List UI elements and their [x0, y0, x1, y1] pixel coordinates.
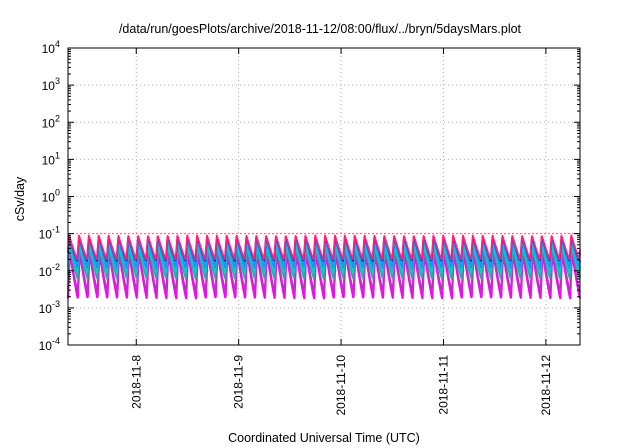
y-axis-label: cSv/day: [13, 176, 27, 221]
y-tick-label: 100: [42, 188, 60, 205]
x-tick-label: 2018-11-10: [334, 355, 348, 416]
series-line: [67, 234, 581, 261]
tick-marks: [68, 47, 580, 346]
x-tick-label: 2018-11-9: [232, 355, 246, 409]
x-tick-label: 2018-11-11: [436, 355, 450, 415]
y-tick-label: 104: [42, 39, 60, 56]
series-line: [67, 249, 581, 294]
data-series: [66, 234, 582, 300]
y-tick-label: 101: [42, 150, 60, 167]
x-tick-label: 2018-11-8: [129, 355, 143, 409]
grid: [68, 48, 580, 345]
chart-title: /data/run/goesPlots/archive/2018-11-12/0…: [119, 22, 522, 36]
y-tick-label: 102: [42, 113, 60, 130]
x-tick-labels: 2018-11-8 2018-11-9 2018-11-10 2018-11-11 20…: [129, 355, 553, 416]
y-tick-label: 103: [42, 76, 60, 93]
y-tick-label: 10-1: [39, 225, 60, 242]
y-tick-label: 10-3: [39, 299, 60, 316]
x-axis-label: Coordinated Universal Time (UTC): [228, 431, 420, 445]
x-tick-label: 2018-11-12: [539, 355, 553, 416]
y-tick-label: 10-4: [39, 336, 60, 353]
y-tick-labels: 104 103 102 101 100 10-1 10-2 10-3 10-4: [39, 39, 60, 353]
y-tick-label: 10-2: [39, 262, 60, 279]
